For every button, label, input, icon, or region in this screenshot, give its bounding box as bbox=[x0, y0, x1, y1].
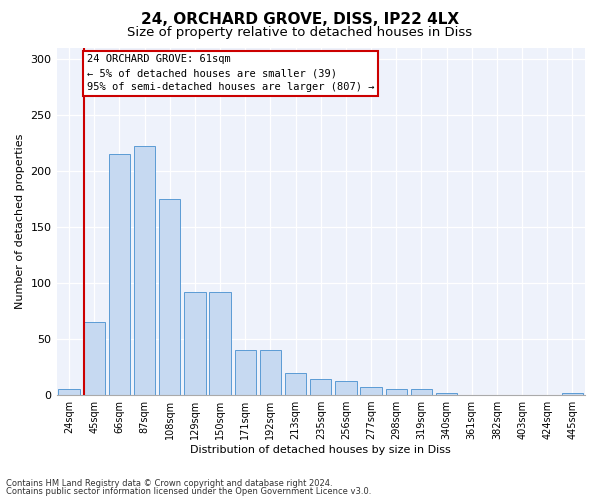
Bar bbox=[335, 380, 356, 395]
Bar bbox=[310, 380, 331, 395]
Bar bbox=[83, 322, 105, 395]
Bar bbox=[562, 393, 583, 395]
Bar bbox=[411, 390, 432, 395]
Bar bbox=[109, 154, 130, 395]
Bar bbox=[58, 390, 80, 395]
Bar bbox=[386, 390, 407, 395]
Bar bbox=[285, 372, 307, 395]
Y-axis label: Number of detached properties: Number of detached properties bbox=[15, 134, 25, 309]
Bar bbox=[436, 393, 457, 395]
Bar bbox=[260, 350, 281, 395]
Bar bbox=[209, 292, 231, 395]
Text: 24 ORCHARD GROVE: 61sqm
← 5% of detached houses are smaller (39)
95% of semi-det: 24 ORCHARD GROVE: 61sqm ← 5% of detached… bbox=[86, 54, 374, 92]
Text: Contains public sector information licensed under the Open Government Licence v3: Contains public sector information licen… bbox=[6, 487, 371, 496]
Bar bbox=[159, 199, 181, 395]
Bar bbox=[134, 146, 155, 395]
Text: 24, ORCHARD GROVE, DISS, IP22 4LX: 24, ORCHARD GROVE, DISS, IP22 4LX bbox=[141, 12, 459, 28]
Bar bbox=[361, 387, 382, 395]
X-axis label: Distribution of detached houses by size in Diss: Distribution of detached houses by size … bbox=[190, 445, 451, 455]
Text: Size of property relative to detached houses in Diss: Size of property relative to detached ho… bbox=[127, 26, 473, 39]
Text: Contains HM Land Registry data © Crown copyright and database right 2024.: Contains HM Land Registry data © Crown c… bbox=[6, 478, 332, 488]
Bar bbox=[184, 292, 206, 395]
Bar bbox=[235, 350, 256, 395]
